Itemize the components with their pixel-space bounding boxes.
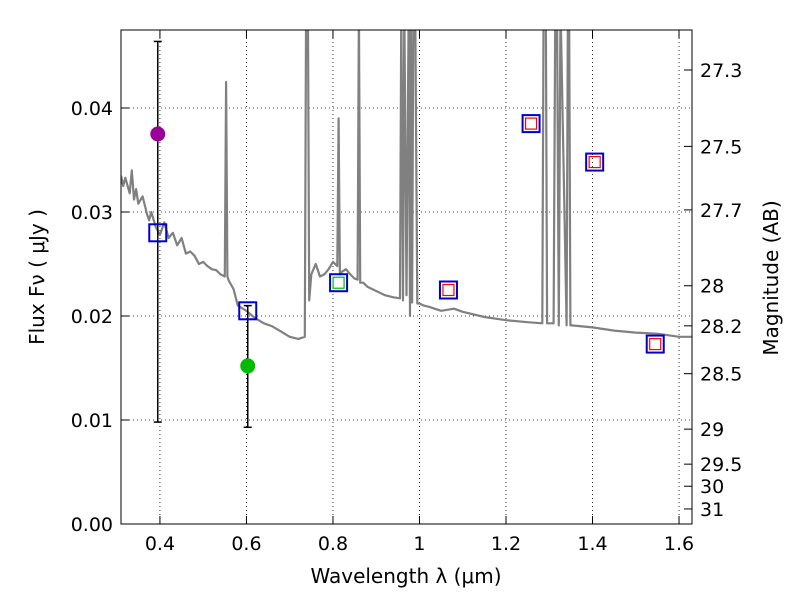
x-tick-label: 1.2 bbox=[491, 533, 521, 555]
model-point-square bbox=[329, 273, 349, 293]
model-point-inner-square bbox=[588, 155, 601, 169]
y-tick-label: 0.02 bbox=[71, 306, 113, 328]
model-point-square bbox=[148, 223, 168, 243]
y-tick-label: 0.01 bbox=[71, 410, 113, 432]
magnitude-tick-label: 29 bbox=[700, 419, 724, 441]
x-tick-label: 1 bbox=[413, 533, 425, 555]
magnitude-tick-label: 27.5 bbox=[700, 136, 742, 158]
magnitude-tick-label: 27.3 bbox=[700, 60, 742, 82]
magnitude-tick-label: 28 bbox=[700, 276, 724, 298]
magnitude-axis-title: Magnitude (AB) bbox=[759, 200, 783, 355]
model-point-inner-square bbox=[524, 117, 538, 130]
x-tick-label: 1.6 bbox=[664, 533, 694, 555]
model-point-inner-square bbox=[332, 276, 345, 289]
x-tick-label: 0.4 bbox=[145, 533, 175, 555]
magnitude-tick-label: 28.2 bbox=[700, 316, 742, 338]
x-tick-label: 1.4 bbox=[577, 533, 607, 555]
x-axis-title: Wavelength λ (μm) bbox=[310, 564, 501, 588]
model-point-square bbox=[521, 114, 541, 134]
y-tick-label: 0.00 bbox=[71, 514, 113, 536]
model-point-inner-square bbox=[442, 283, 455, 297]
model-point-square bbox=[438, 280, 458, 300]
model-point-inner-square bbox=[649, 337, 662, 351]
magnitude-tick-label: 28.5 bbox=[700, 364, 742, 386]
observed-points bbox=[150, 126, 256, 374]
x-tick-label: 0.6 bbox=[231, 533, 261, 555]
observed-point-green bbox=[240, 358, 256, 374]
model-point-square bbox=[585, 152, 605, 172]
magnitude-tick-label: 31 bbox=[700, 499, 724, 521]
x-tick-label: 0.8 bbox=[318, 533, 348, 555]
plot-frame bbox=[120, 29, 693, 525]
y-tick-label: 0.03 bbox=[71, 202, 113, 224]
model-points bbox=[148, 114, 665, 354]
model-point-square bbox=[645, 334, 665, 354]
x-axis-ticks: 0.4 0.6 0.8 1 1.2 1.4 1.6 bbox=[145, 30, 694, 555]
magnitude-tick-label: 29.5 bbox=[700, 454, 742, 476]
magnitude-tick-label: 27.7 bbox=[700, 200, 742, 222]
model-point-square bbox=[238, 301, 258, 321]
y-axis-ticks: 0.00 0.01 0.02 0.03 0.04 bbox=[71, 98, 129, 536]
y-tick-label: 0.04 bbox=[71, 98, 113, 120]
y-axis-title: Flux Fν ( μJy ) bbox=[25, 209, 49, 345]
observed-point-magenta bbox=[150, 126, 166, 142]
magnitude-tick-label: 30 bbox=[700, 476, 724, 498]
